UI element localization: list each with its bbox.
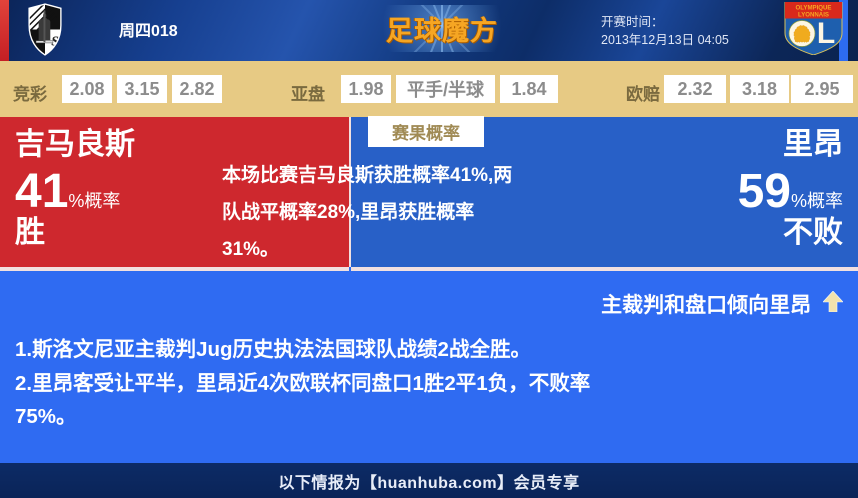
svg-text:OLYMPIQUE: OLYMPIQUE	[795, 5, 831, 12]
svg-text:L: L	[817, 17, 835, 50]
